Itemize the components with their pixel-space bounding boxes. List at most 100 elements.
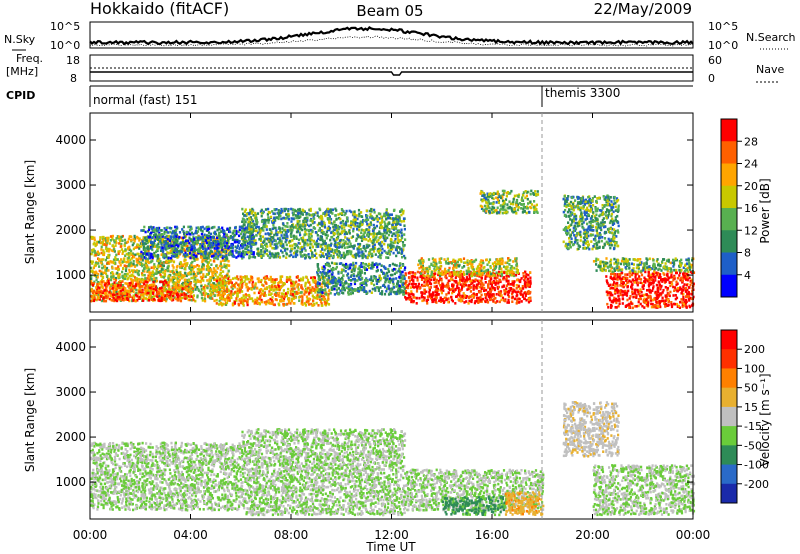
range-gate-cell bbox=[370, 232, 373, 236]
range-gate-cell bbox=[343, 226, 346, 229]
range-gate-cell bbox=[186, 232, 189, 236]
range-gate-cell bbox=[141, 269, 145, 273]
range-gate-cell bbox=[296, 285, 299, 289]
range-gate-cell bbox=[271, 300, 274, 303]
range-gate-cell bbox=[141, 273, 144, 277]
range-gate-cell bbox=[286, 247, 289, 251]
range-gate-cell bbox=[307, 280, 310, 284]
range-gate-cell bbox=[248, 287, 251, 290]
range-gate-cell bbox=[162, 287, 165, 290]
range-gate-cell bbox=[209, 243, 212, 246]
range-gate-cell bbox=[260, 227, 263, 230]
range-gate-cell bbox=[207, 282, 210, 286]
range-gate-cell bbox=[175, 254, 178, 258]
range-gate-cell bbox=[192, 250, 195, 254]
range-gate-cell bbox=[163, 289, 166, 293]
range-gate-cell bbox=[164, 247, 167, 250]
range-gate-cell bbox=[111, 266, 114, 269]
range-gate-cell bbox=[177, 275, 181, 279]
range-gate-cell bbox=[321, 248, 324, 251]
range-gate-cell bbox=[212, 226, 215, 229]
range-gate-cell bbox=[95, 243, 98, 246]
range-gate-cell bbox=[282, 254, 285, 258]
range-gate-cell bbox=[118, 250, 121, 253]
range-gate-cell bbox=[192, 294, 195, 297]
range-gate-cell bbox=[118, 282, 121, 286]
range-gate-cell bbox=[236, 292, 239, 295]
range-gate-cell bbox=[392, 251, 395, 255]
range-gate-cell bbox=[196, 241, 199, 244]
range-gate-cell bbox=[112, 296, 115, 300]
range-gate-cell bbox=[231, 235, 234, 239]
range-gate-cell bbox=[243, 276, 246, 279]
range-gate-cell bbox=[137, 243, 140, 247]
range-gate-cell bbox=[122, 292, 126, 295]
range-gate-cell bbox=[268, 278, 271, 281]
range-gate-cell bbox=[111, 244, 114, 247]
range-gate-cell bbox=[192, 296, 195, 300]
range-gate-cell bbox=[288, 276, 291, 279]
range-gate-cell bbox=[187, 298, 190, 302]
range-gate-cell bbox=[114, 279, 117, 282]
range-gate-cell bbox=[264, 281, 267, 284]
range-gate-cell bbox=[190, 264, 193, 267]
range-gate-cell bbox=[118, 242, 121, 245]
range-gate-cell bbox=[259, 251, 262, 254]
range-gate-cell bbox=[121, 234, 124, 238]
range-gate-cell bbox=[193, 244, 196, 248]
nsky-panel bbox=[89, 21, 694, 49]
range-gate-cell bbox=[131, 281, 134, 284]
range-gate-cell bbox=[379, 236, 382, 239]
range-gate-cell bbox=[233, 255, 236, 258]
range-gate-cell bbox=[225, 233, 229, 237]
range-gate-cell bbox=[387, 216, 390, 220]
range-gate-cell bbox=[226, 298, 229, 302]
range-gate-cell bbox=[395, 220, 399, 223]
range-gate-cell bbox=[200, 293, 203, 296]
range-gate-cell bbox=[332, 231, 335, 235]
range-gate-cell bbox=[181, 287, 184, 290]
range-gate-cell bbox=[227, 279, 230, 283]
range-gate-cell bbox=[394, 217, 397, 220]
range-gate-cell bbox=[181, 293, 184, 296]
range-gate-cell bbox=[178, 278, 181, 282]
range-gate-cell bbox=[171, 264, 174, 267]
range-gate-cell bbox=[177, 284, 180, 287]
range-gate-cell bbox=[138, 256, 141, 260]
range-gate-cell bbox=[167, 265, 170, 268]
range-gate-cell bbox=[100, 274, 103, 278]
range-gate-cell bbox=[349, 250, 352, 254]
range-gate-cell bbox=[395, 214, 398, 218]
range-gate-cell bbox=[380, 244, 383, 248]
range-gate-cell bbox=[90, 260, 93, 263]
range-gate-cell bbox=[202, 279, 205, 282]
range-gate-cell bbox=[174, 273, 177, 276]
range-gate-cell bbox=[114, 262, 117, 265]
range-gate-cell bbox=[328, 282, 331, 286]
range-gate-cell bbox=[141, 259, 144, 262]
range-gate-cell bbox=[200, 236, 203, 239]
range-gate-cell bbox=[225, 285, 229, 288]
range-gate-cell bbox=[105, 247, 108, 251]
range-gate-cell bbox=[296, 275, 299, 278]
range-gate-cell bbox=[192, 298, 195, 302]
range-gate-cell bbox=[316, 234, 319, 237]
range-gate-cell bbox=[124, 254, 127, 257]
range-gate-cell bbox=[104, 265, 107, 269]
range-gate-cell bbox=[291, 244, 294, 247]
range-gate-cell bbox=[146, 245, 150, 249]
range-gate-cell bbox=[208, 289, 211, 293]
range-gate-cell bbox=[165, 255, 168, 258]
range-gate-cell bbox=[291, 287, 294, 290]
range-gate-cell bbox=[224, 264, 227, 268]
range-gate-cell bbox=[257, 280, 260, 283]
range-gate-cell bbox=[255, 229, 258, 232]
range-gate-cell bbox=[399, 248, 402, 251]
range-gate-cell bbox=[189, 256, 192, 260]
range-gate-cell bbox=[164, 284, 167, 288]
range-gate-cell bbox=[395, 254, 398, 258]
range-gate-cell bbox=[283, 233, 286, 237]
range-gate-cell bbox=[369, 248, 372, 252]
range-gate-cell bbox=[120, 242, 123, 246]
range-gate-cell bbox=[200, 228, 203, 232]
